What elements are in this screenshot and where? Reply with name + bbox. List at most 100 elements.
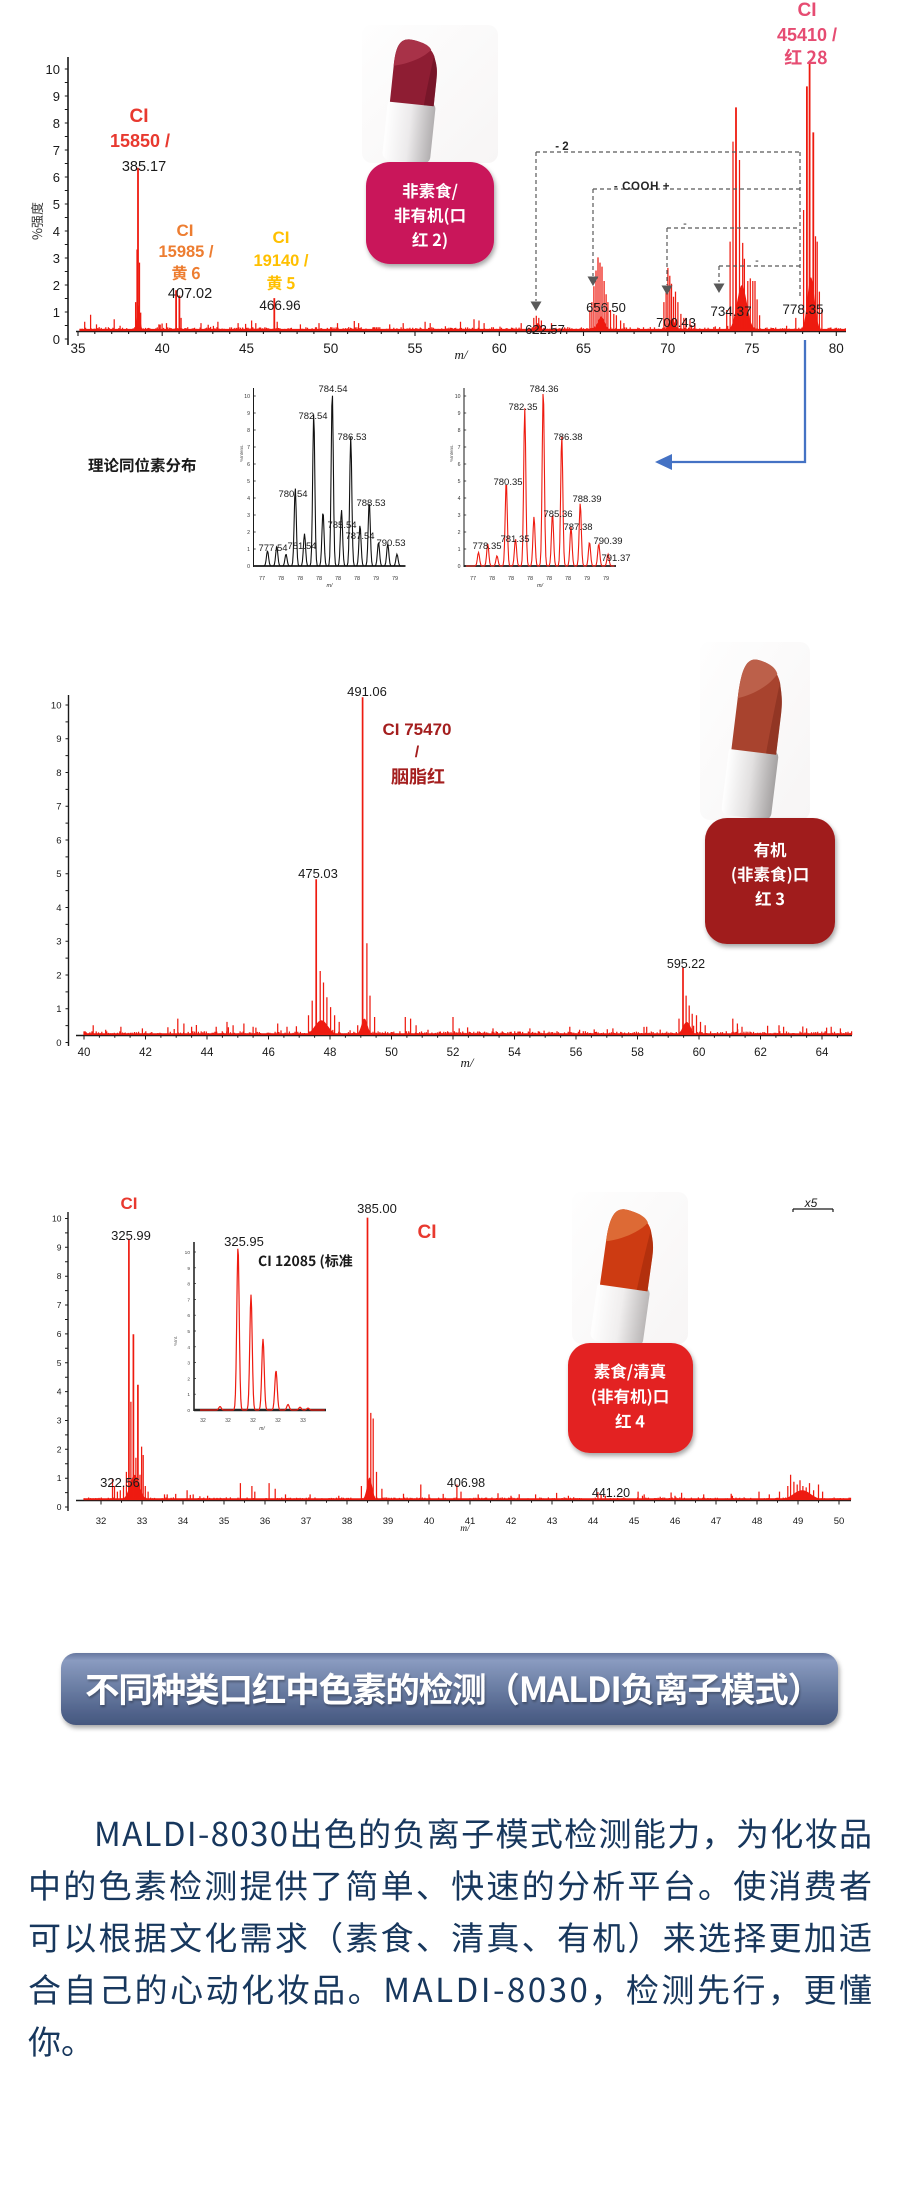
svg-text:m/: m/ bbox=[460, 1524, 471, 1534]
svg-text:46: 46 bbox=[670, 1516, 681, 1527]
svg-text:2: 2 bbox=[56, 970, 61, 981]
svg-text:33: 33 bbox=[137, 1516, 148, 1527]
svg-text:622.57: 622.57 bbox=[525, 322, 565, 337]
svg-text:734.37: 734.37 bbox=[710, 304, 751, 319]
svg-text:5: 5 bbox=[247, 479, 250, 485]
svg-text:0: 0 bbox=[57, 1502, 62, 1512]
svg-text:79: 79 bbox=[603, 576, 609, 582]
svg-text:790.39: 790.39 bbox=[593, 536, 622, 547]
svg-text:8: 8 bbox=[187, 1282, 190, 1288]
svg-text:7: 7 bbox=[247, 445, 250, 451]
svg-text:8: 8 bbox=[53, 116, 60, 131]
svg-text:0: 0 bbox=[56, 1038, 61, 1049]
svg-text:44: 44 bbox=[201, 1047, 214, 1059]
svg-text:32: 32 bbox=[200, 1418, 206, 1424]
svg-text:778.35: 778.35 bbox=[782, 302, 823, 317]
svg-text:48: 48 bbox=[324, 1047, 337, 1059]
svg-text:70: 70 bbox=[660, 341, 675, 356]
svg-text:78: 78 bbox=[354, 576, 360, 582]
svg-text:2: 2 bbox=[57, 1444, 62, 1454]
svg-text:3: 3 bbox=[458, 513, 461, 519]
svg-text:78: 78 bbox=[489, 576, 495, 582]
svg-text:79: 79 bbox=[584, 576, 590, 582]
svg-text:32: 32 bbox=[250, 1418, 256, 1424]
svg-text:41: 41 bbox=[465, 1516, 476, 1527]
svg-text:491.06: 491.06 bbox=[347, 684, 387, 699]
svg-text:407.02: 407.02 bbox=[168, 286, 212, 302]
svg-text:6: 6 bbox=[53, 170, 60, 185]
svg-text:780.54: 780.54 bbox=[278, 489, 307, 500]
svg-text:0: 0 bbox=[187, 1408, 190, 1414]
svg-text:788.53: 788.53 bbox=[356, 498, 385, 509]
svg-text:5: 5 bbox=[187, 1329, 190, 1335]
svg-text:44: 44 bbox=[588, 1516, 599, 1527]
svg-text:32: 32 bbox=[225, 1418, 231, 1424]
svg-text:m/: m/ bbox=[455, 347, 469, 362]
svg-text:35: 35 bbox=[219, 1516, 230, 1527]
svg-text:791.37: 791.37 bbox=[601, 553, 630, 564]
svg-text:78: 78 bbox=[316, 576, 322, 582]
svg-text:62: 62 bbox=[754, 1047, 767, 1059]
svg-text:7: 7 bbox=[57, 1300, 62, 1310]
svg-text:47: 47 bbox=[711, 1516, 722, 1527]
svg-text:32: 32 bbox=[275, 1418, 281, 1424]
svg-text:77: 77 bbox=[470, 576, 476, 582]
svg-text:385.17: 385.17 bbox=[122, 159, 166, 175]
svg-text:78: 78 bbox=[565, 576, 571, 582]
svg-text:38: 38 bbox=[342, 1516, 353, 1527]
svg-text:- 2: - 2 bbox=[555, 141, 568, 153]
svg-text:325.95: 325.95 bbox=[224, 1234, 264, 1249]
svg-text:-: - bbox=[755, 255, 759, 267]
svg-text:787.38: 787.38 bbox=[563, 522, 592, 533]
svg-text:%Intens.: %Intens. bbox=[449, 444, 454, 462]
svg-text:595.22: 595.22 bbox=[667, 957, 705, 971]
svg-text:78: 78 bbox=[297, 576, 303, 582]
svg-text:782.35: 782.35 bbox=[508, 402, 537, 413]
svg-text:m/: m/ bbox=[326, 583, 333, 589]
svg-text:441.20: 441.20 bbox=[592, 1486, 630, 1500]
svg-text:45410 /: 45410 / bbox=[777, 25, 837, 45]
svg-text:1: 1 bbox=[187, 1392, 190, 1398]
svg-text:6: 6 bbox=[247, 462, 250, 468]
svg-text:6: 6 bbox=[458, 462, 461, 468]
svg-text:656.50: 656.50 bbox=[586, 300, 626, 315]
svg-text:50: 50 bbox=[323, 341, 338, 356]
svg-text:10: 10 bbox=[52, 1214, 62, 1224]
svg-text:19140 /: 19140 / bbox=[253, 252, 308, 270]
svg-text:36: 36 bbox=[260, 1516, 271, 1527]
svg-text:10: 10 bbox=[244, 394, 250, 400]
svg-text:5: 5 bbox=[56, 869, 61, 880]
svg-text:1: 1 bbox=[53, 305, 60, 320]
svg-text:786.38: 786.38 bbox=[553, 432, 582, 443]
svg-text:-: - bbox=[683, 218, 687, 230]
svg-text:50: 50 bbox=[385, 1047, 398, 1059]
svg-text:8: 8 bbox=[57, 1271, 62, 1281]
svg-text:40: 40 bbox=[424, 1516, 435, 1527]
svg-text:475.03: 475.03 bbox=[298, 866, 338, 881]
svg-text:49: 49 bbox=[793, 1516, 804, 1527]
svg-text:%Intens.: %Intens. bbox=[239, 444, 244, 462]
svg-text:50: 50 bbox=[834, 1516, 845, 1527]
svg-text:4: 4 bbox=[187, 1345, 190, 1351]
svg-text:54: 54 bbox=[508, 1047, 521, 1059]
svg-text:78: 78 bbox=[527, 576, 533, 582]
svg-text:78: 78 bbox=[508, 576, 514, 582]
svg-text:6: 6 bbox=[57, 1329, 62, 1339]
svg-text:77: 77 bbox=[259, 576, 265, 582]
svg-text:58: 58 bbox=[631, 1047, 644, 1059]
svg-text:15985 /: 15985 / bbox=[158, 243, 213, 261]
svg-text:40: 40 bbox=[78, 1047, 91, 1059]
svg-text:700.43: 700.43 bbox=[656, 315, 696, 330]
svg-text:3: 3 bbox=[187, 1361, 190, 1367]
svg-text:9: 9 bbox=[56, 734, 61, 745]
svg-text:m/: m/ bbox=[537, 583, 544, 589]
svg-text:64: 64 bbox=[816, 1047, 829, 1059]
svg-text:CI: CI bbox=[798, 0, 817, 21]
svg-text:45: 45 bbox=[629, 1516, 640, 1527]
svg-text:787.54: 787.54 bbox=[345, 531, 374, 542]
svg-text:52: 52 bbox=[447, 1047, 460, 1059]
svg-text:781.54: 781.54 bbox=[287, 541, 316, 552]
svg-text:7: 7 bbox=[187, 1297, 190, 1303]
svg-text:4: 4 bbox=[56, 903, 61, 914]
svg-text:0: 0 bbox=[53, 332, 60, 347]
